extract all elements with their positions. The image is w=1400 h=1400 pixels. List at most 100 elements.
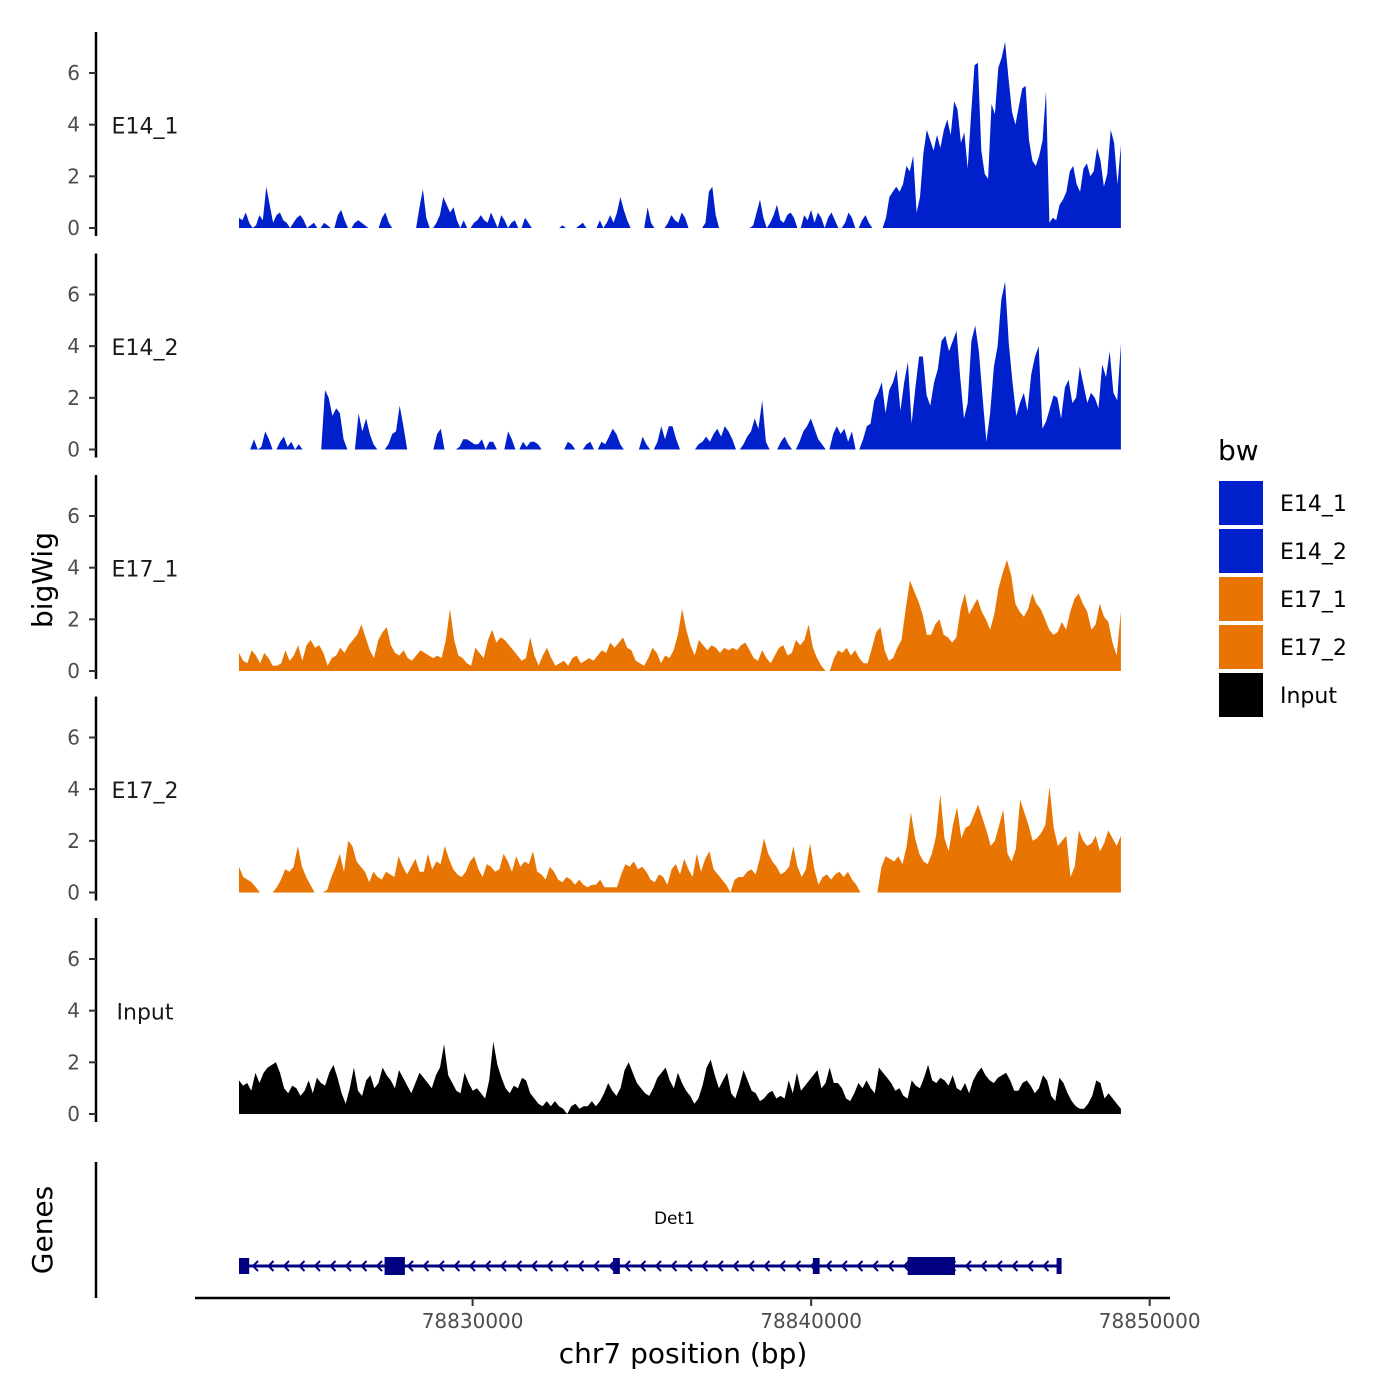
y-tick-label-E14_1-0: 0 (67, 216, 80, 240)
strand-arrow (964, 1260, 972, 1272)
track-E17_2: 0 2 4 6 E17_2 (67, 696, 1121, 905)
strand-arrow (995, 1260, 1003, 1272)
strand-arrow (484, 1260, 492, 1272)
strand-arrow (608, 1260, 616, 1272)
track-E17_1: 0 2 4 6 E17_1 (67, 475, 1121, 683)
strand-arrow (375, 1260, 383, 1272)
strand-arrow (530, 1260, 538, 1272)
strand-arrow (546, 1260, 554, 1272)
strand-arrow (329, 1260, 337, 1272)
legend-label-E17_2: E17_2 (1280, 636, 1347, 661)
x-tick-label-78840000: 78840000 (760, 1309, 862, 1333)
coverage-area-E14_2 (239, 281, 1121, 450)
strand-arrow (623, 1260, 631, 1272)
strand-arrow (639, 1260, 647, 1272)
strand-arrow (592, 1260, 600, 1272)
gene-exon-6 (1056, 1258, 1062, 1274)
x-axis-ticks: 78830000 78840000 78850000 (422, 1298, 1201, 1333)
y-tick-label-E14_1-4: 4 (67, 113, 80, 137)
legend-key-E14_1 (1217, 479, 1265, 527)
y-tick-label-E14_1-6: 6 (67, 61, 80, 85)
x-tick-label-78850000: 78850000 (1099, 1309, 1201, 1333)
strand-arrow (887, 1260, 895, 1272)
coverage-area-E17_2 (239, 786, 1121, 893)
legend-label-E14_1: E14_1 (1280, 492, 1347, 517)
strand-arrow (902, 1260, 910, 1272)
gene-model (239, 1257, 1062, 1275)
strand-arrow (685, 1260, 693, 1272)
y-axis-title: bigWig (26, 532, 59, 628)
track-E14_1: 0 2 4 6 E14_1 (67, 32, 1121, 240)
strand-arrow (670, 1260, 678, 1272)
strand-arrow (251, 1260, 259, 1272)
strand-arrow (282, 1260, 290, 1272)
strand-arrow (313, 1260, 321, 1272)
track-label-E17_2: E17_2 (112, 779, 179, 804)
strand-arrow (856, 1260, 864, 1272)
track-E14_2: 0 2 4 6 E14_2 (67, 253, 1121, 462)
strand-arrow (716, 1260, 724, 1272)
x-axis-title: chr7 position (bp) (559, 1337, 808, 1370)
gene-exon-4 (812, 1258, 820, 1274)
strand-arrow (468, 1260, 476, 1272)
track-label-Input: Input (117, 1001, 174, 1026)
x-tick-label-78830000: 78830000 (422, 1309, 524, 1333)
x-axis: 78830000 78840000 78850000 chr7 position (… (195, 1296, 1201, 1370)
gene-exon-3 (613, 1258, 620, 1274)
strand-arrow (360, 1260, 368, 1272)
y-tick-label-E14_2-2: 2 (67, 386, 80, 410)
y-tick-label-Input-6: 6 (67, 947, 80, 971)
legend-label-E17_1: E17_1 (1280, 588, 1347, 613)
strand-arrow (406, 1260, 414, 1272)
y-tick-label-E17_2-6: 6 (67, 726, 80, 750)
genes-axis-title: Genes (26, 1186, 59, 1274)
strand-arrow (515, 1260, 523, 1272)
y-tick-label-E14_1-2: 2 (67, 164, 80, 188)
y-tick-label-Input-2: 2 (67, 1050, 80, 1074)
strand-arrow (298, 1260, 306, 1272)
y-tick-label-E17_1-0: 0 (67, 659, 80, 683)
strand-arrow (747, 1260, 755, 1272)
y-tick-label-E14_2-6: 6 (67, 283, 80, 307)
gene-label: Det1 (654, 1209, 695, 1229)
strand-arrow (267, 1260, 275, 1272)
y-tick-label-E17_1-6: 6 (67, 504, 80, 528)
y-tick-label-E14_2-0: 0 (67, 438, 80, 462)
strand-arrow (344, 1260, 352, 1272)
strand-arrow (1042, 1260, 1050, 1272)
y-tick-label-E17_2-0: 0 (67, 881, 80, 905)
gene-exon-1 (239, 1258, 250, 1274)
strand-arrow (499, 1260, 507, 1272)
coverage-area-E14_1 (239, 42, 1121, 228)
y-tick-label-E17_1-2: 2 (67, 607, 80, 631)
strand-arrow (732, 1260, 740, 1272)
legend-label-E14_2: E14_2 (1280, 540, 1347, 565)
strand-arrow (453, 1260, 461, 1272)
strand-arrow (577, 1260, 585, 1272)
track-label-E17_1: E17_1 (112, 558, 179, 583)
strand-arrow (654, 1260, 662, 1272)
track-Input: 0 2 4 6 Input (67, 918, 1121, 1126)
track-label-E14_2: E14_2 (112, 336, 179, 361)
gene-exon-5 (907, 1257, 956, 1275)
y-tick-label-E14_2-4: 4 (67, 334, 80, 358)
legend-key-E17_1 (1217, 575, 1265, 623)
strand-arrow (561, 1260, 569, 1272)
track-label-E14_1: E14_1 (112, 115, 179, 140)
strand-arrow (437, 1260, 445, 1272)
strand-arrow (1011, 1260, 1019, 1272)
y-tick-label-E17_2-4: 4 (67, 777, 80, 801)
legend-items: E14_1 E14_2 E17_1 E17_2 Input (1217, 479, 1347, 719)
strand-arrow (763, 1260, 771, 1272)
coverage-area-E17_1 (239, 559, 1121, 671)
legend: bw E14_1 E14_2 E17_1 E17_2 Input (1217, 434, 1347, 719)
strand-arrow (778, 1260, 786, 1272)
gene-panel: Genes Det1 (26, 1162, 1062, 1298)
strand-arrow (1026, 1260, 1034, 1272)
strand-arrow (980, 1260, 988, 1272)
legend-title: bw (1218, 434, 1259, 467)
strand-arrow (422, 1260, 430, 1272)
strand-arrow (794, 1260, 802, 1272)
legend-key-Input (1217, 671, 1265, 719)
